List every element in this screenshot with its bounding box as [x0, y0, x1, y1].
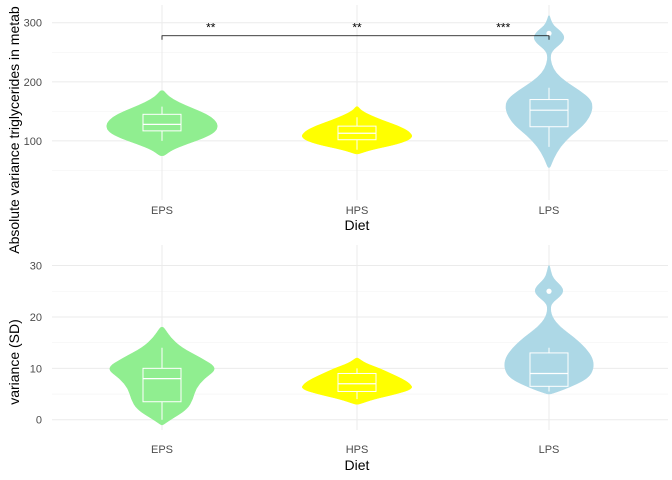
x-tick-label: EPS: [151, 444, 173, 456]
box-lps: [529, 99, 569, 128]
top-x-tick-labels: EPS HPS LPS: [151, 205, 559, 217]
x-tick-label: HPS: [346, 205, 369, 217]
significance-label: **: [206, 21, 216, 35]
violin-eps: [106, 90, 218, 156]
top-y-tick-labels: 100 200 300: [24, 18, 42, 148]
violin-eps: [109, 326, 215, 426]
x-tick-label: HPS: [346, 444, 369, 456]
top-significance: ** ** ***: [161, 21, 550, 40]
y-tick-label: 20: [30, 312, 42, 324]
box-hps: [337, 372, 377, 392]
box-lps: [529, 352, 569, 387]
y-tick-label: 100: [24, 136, 42, 148]
x-tick-label: LPS: [539, 444, 560, 456]
significance-label: **: [352, 21, 362, 35]
y-tick-label: 0: [36, 415, 42, 427]
box-eps: [142, 367, 182, 403]
outlier-point: [546, 288, 552, 294]
violin-lps: [504, 265, 594, 395]
top-x-axis-title: Diet: [345, 217, 370, 233]
bottom-y-tick-labels: 0 10 20 30: [30, 261, 42, 427]
y-tick-label: 10: [30, 363, 42, 375]
violin-hps: [301, 357, 413, 405]
y-tick-label: 300: [24, 18, 42, 30]
outlier-point: [546, 30, 552, 36]
top-y-axis-title: Absolute variance triglycerides in metab: [6, 6, 22, 254]
y-tick-label: 30: [30, 261, 42, 273]
top-outliers: [546, 30, 552, 36]
top-boxplots: [142, 87, 569, 150]
bottom-boxplots: [142, 347, 569, 420]
panel-bottom: 0 10 20 30 EPS HPS LPS Diet variance (SD): [6, 245, 668, 473]
bottom-violins: [109, 265, 594, 426]
x-tick-label: LPS: [539, 205, 560, 217]
bottom-outliers: [546, 288, 552, 294]
x-tick-label: EPS: [151, 205, 173, 217]
y-tick-label: 200: [24, 77, 42, 89]
top-violins: [106, 15, 593, 168]
significance-label: ***: [496, 21, 510, 35]
box-eps: [142, 113, 182, 132]
bottom-y-axis-title: variance (SD): [6, 319, 22, 405]
bottom-x-tick-labels: EPS HPS LPS: [151, 444, 559, 456]
bottom-x-axis-title: Diet: [345, 457, 370, 473]
significance-bracket: [161, 35, 550, 40]
violin-hps: [301, 106, 413, 155]
